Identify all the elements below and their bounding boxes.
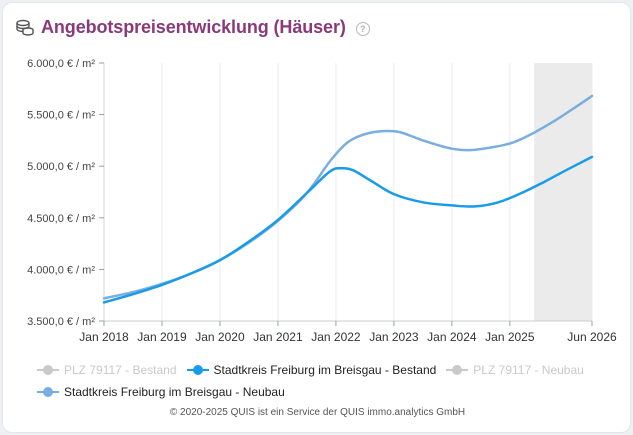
y-tick-label: 5.000,0 € / m²: [27, 161, 95, 173]
chart-header: Angebotspreisentwicklung (Häuser) ?: [15, 17, 370, 38]
x-tick-label: Jan 2024: [427, 330, 477, 344]
chart-title: Angebotspreisentwicklung (Häuser): [41, 17, 346, 37]
x-tick-label: Jan 2022: [311, 330, 361, 344]
x-tick-label: Jan 2025: [485, 330, 535, 344]
chart-legend: PLZ 79117 - Bestand Stadtkreis Freiburg …: [37, 359, 617, 403]
legend-swatch-icon: [186, 365, 209, 375]
y-tick-label: 4.000,0 € / m²: [27, 264, 95, 276]
copyright-footer: © 2020-2025 QUIS ist ein Service der QUI…: [169, 407, 466, 418]
x-tick-label: Jan 2019: [137, 330, 187, 344]
legend-swatch-icon: [446, 365, 469, 375]
legend-label: PLZ 79117 - Bestand: [64, 363, 177, 377]
legend-item-plz-bestand[interactable]: PLZ 79117 - Bestand: [37, 363, 177, 377]
y-tick-label: 5.500,0 € / m²: [27, 110, 95, 122]
forecast-band: [534, 63, 592, 321]
legend-item-stadtkreis-bestand[interactable]: Stadtkreis Freiburg im Breisgau - Bestan…: [186, 363, 437, 377]
y-tick-label: 3.500,0 € / m²: [27, 316, 95, 328]
legend-item-plz-neubau[interactable]: PLZ 79117 - Neubau: [446, 363, 584, 377]
line-chart: 3.500,0 € / m² 4.000,0 € / m² 4.500,0 € / …: [27, 58, 617, 344]
legend-label: Stadtkreis Freiburg im Breisgau - Neubau: [64, 385, 285, 399]
y-tick-label: 6.000,0 € / m²: [27, 58, 95, 70]
series-line-stadtkreis-freiburg-im-breisgau-neubau: [102, 94, 594, 300]
legend-label: PLZ 79117 - Neubau: [473, 363, 584, 377]
x-tick-label: Jan 2020: [195, 330, 245, 344]
legend-label: Stadtkreis Freiburg im Breisgau - Bestan…: [213, 363, 437, 377]
y-tick-label: 4.500,0 € / m²: [27, 213, 95, 225]
x-tick-label: Jan 2021: [253, 330, 303, 344]
coin-stack-icon: [16, 19, 34, 36]
legend-item-stadtkreis-neubau[interactable]: Stadtkreis Freiburg im Breisgau - Neubau: [37, 385, 285, 399]
x-tick-label: Jun 2026: [567, 330, 617, 344]
x-tick-label: Jan 2018: [79, 330, 129, 344]
x-tick-label: Jan 2023: [369, 330, 419, 344]
legend-swatch-icon: [37, 365, 59, 375]
legend-swatch-icon: [37, 387, 59, 397]
series-line-stadtkreis-freiburg-im-breisgau-bestand: [102, 155, 594, 304]
help-icon[interactable]: ?: [355, 21, 370, 36]
